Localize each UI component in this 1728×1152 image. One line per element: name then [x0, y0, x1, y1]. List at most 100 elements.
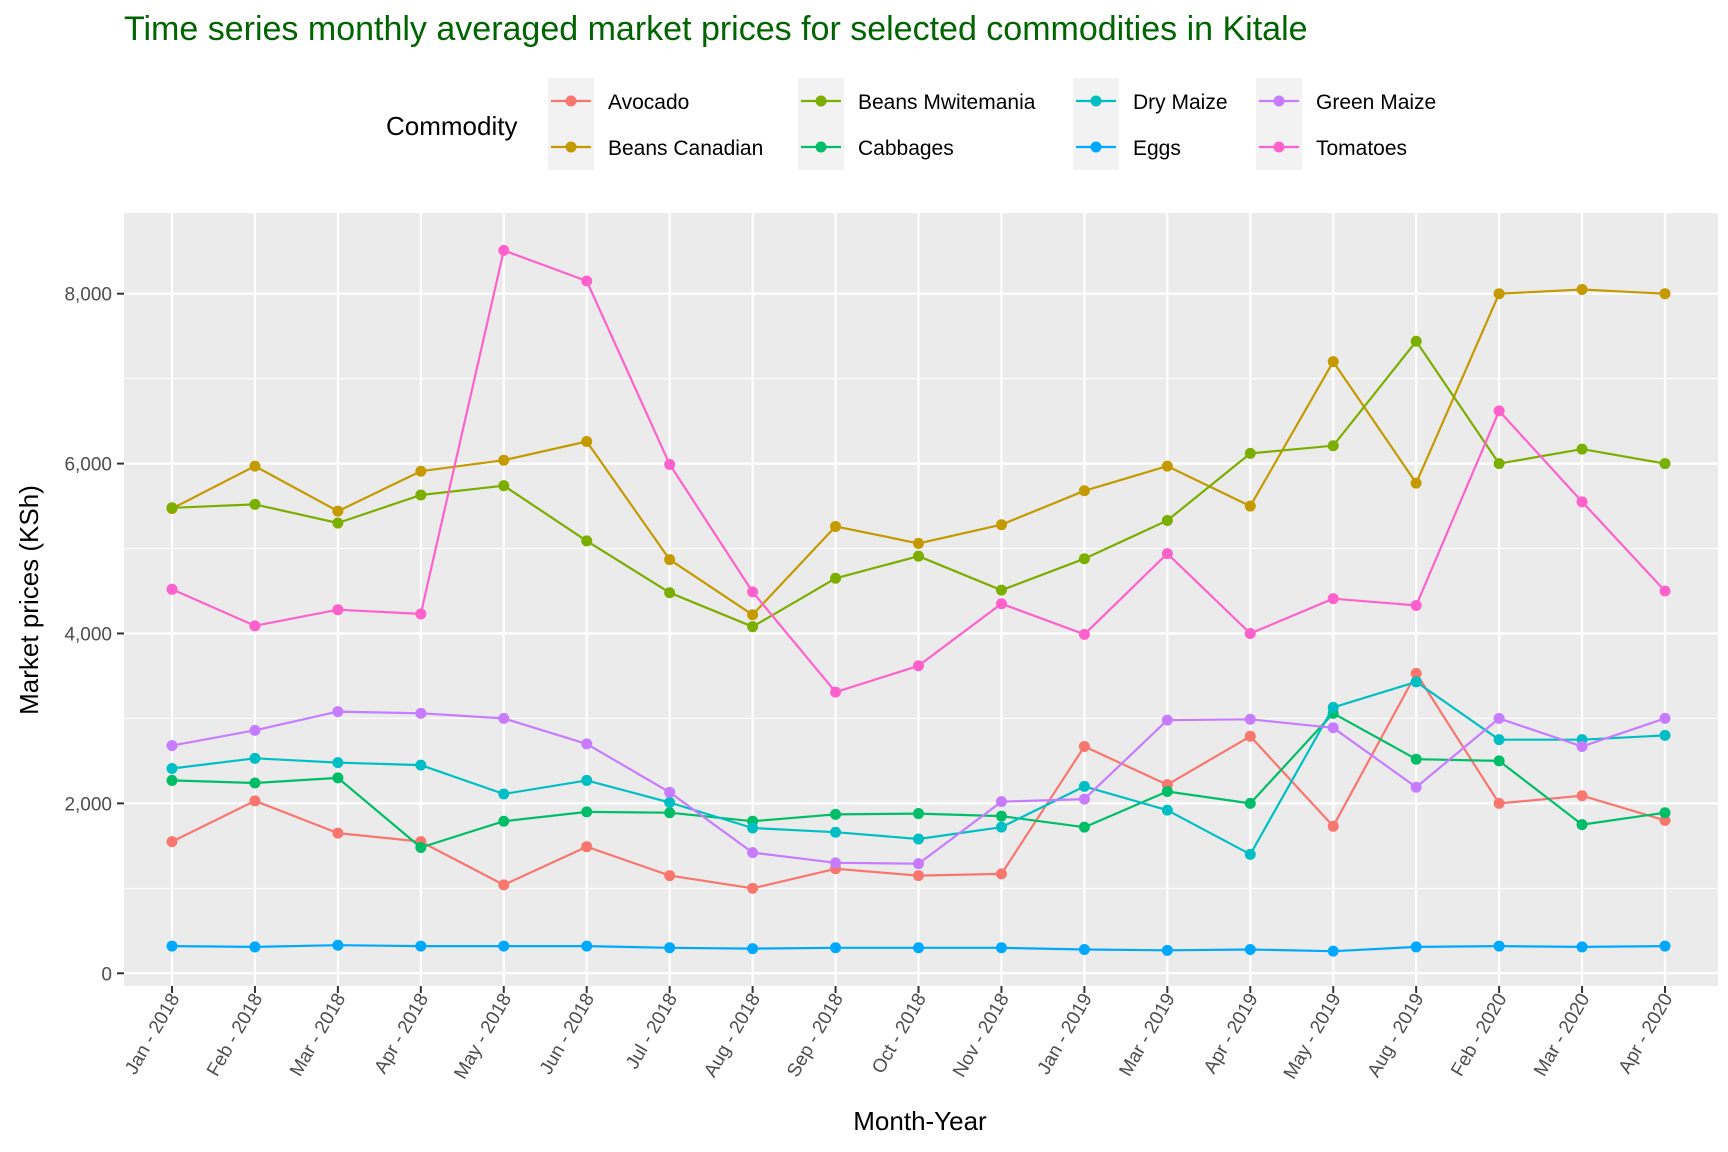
data-point [1410, 335, 1422, 347]
data-point [166, 763, 178, 775]
x-tick-label: Jan - 2019 [1034, 990, 1097, 1078]
data-point [1078, 740, 1090, 752]
data-point [664, 458, 676, 470]
x-tick-label: Nov - 2018 [949, 990, 1014, 1081]
data-point [830, 826, 842, 838]
data-point [830, 808, 842, 820]
data-point [1327, 356, 1339, 368]
data-point [913, 870, 924, 882]
data-point [913, 550, 924, 562]
data-point [1659, 712, 1671, 724]
x-tick-label: Aug - 2018 [700, 990, 765, 1081]
data-point [1576, 443, 1588, 455]
series-avocado [166, 667, 1671, 894]
y-axis-title: Market prices (KSh) [14, 485, 44, 715]
data-point [1244, 797, 1256, 809]
x-tick-label: Aug - 2019 [1364, 990, 1429, 1081]
plot-panel [124, 213, 1718, 986]
data-point [995, 796, 1007, 808]
data-point [249, 795, 261, 807]
x-tick-label: Sep - 2018 [783, 990, 848, 1081]
data-point [166, 583, 178, 595]
legend-label: Beans Canadian [608, 137, 763, 160]
data-point [1659, 729, 1671, 741]
data-point [1327, 820, 1339, 832]
data-point [1078, 485, 1090, 497]
data-point [1078, 780, 1090, 792]
x-tick-label: May - 2018 [450, 990, 516, 1083]
x-tick-label: Mar - 2018 [286, 990, 350, 1080]
data-point [830, 857, 842, 869]
data-point [1327, 701, 1339, 713]
data-point [995, 942, 1007, 954]
data-point [995, 868, 1007, 880]
legend-key-point [565, 95, 577, 107]
data-point [332, 505, 344, 517]
data-point [498, 879, 510, 891]
data-point [830, 520, 842, 532]
series-dry-maize [166, 676, 1671, 860]
data-point [581, 275, 593, 287]
data-point [664, 587, 676, 599]
legend: Commodity Avocado Beans Canadian Beans Mwi… [386, 78, 1436, 170]
data-point [332, 827, 344, 839]
data-point [747, 609, 759, 621]
data-point [1327, 945, 1339, 957]
data-point [1493, 288, 1505, 300]
data-point [1493, 940, 1505, 952]
data-point [1078, 553, 1090, 565]
data-point [166, 836, 178, 848]
data-point [498, 940, 510, 952]
data-point [1576, 740, 1588, 752]
data-point [332, 757, 344, 769]
data-point [249, 777, 261, 789]
data-point [415, 707, 427, 719]
data-point [1493, 797, 1505, 809]
data-point [1161, 515, 1173, 527]
data-point [249, 941, 261, 953]
data-point [415, 489, 427, 501]
data-point [1161, 944, 1173, 956]
data-point [1576, 790, 1588, 802]
legend-key-point [1273, 95, 1285, 107]
data-point [664, 870, 676, 882]
series-tomatoes [166, 244, 1671, 698]
data-point [249, 620, 261, 632]
legend-item: Tomatoes [1256, 124, 1407, 170]
series-cabbages [166, 707, 1671, 854]
data-point [1410, 781, 1422, 793]
data-point [581, 940, 593, 952]
data-point [332, 706, 344, 718]
data-point [1078, 943, 1090, 955]
grid-minor [124, 378, 1718, 889]
legend-item: Eggs [1073, 124, 1181, 170]
data-point [581, 841, 593, 853]
x-tick-label: Apr - 2019 [1200, 990, 1263, 1077]
data-point [1161, 460, 1173, 472]
legend-label: Cabbages [858, 137, 954, 160]
data-point [1576, 496, 1588, 508]
x-tick-label: Apr - 2018 [371, 990, 434, 1077]
data-point [415, 842, 427, 854]
data-point [747, 882, 759, 894]
data-point [747, 822, 759, 834]
x-tick-label: Apr - 2020 [1615, 990, 1678, 1077]
data-point [1161, 714, 1173, 726]
data-point [1493, 405, 1505, 417]
data-point [664, 554, 676, 566]
data-point [581, 774, 593, 786]
data-point [498, 815, 510, 827]
data-point [664, 942, 676, 954]
data-point [166, 774, 178, 786]
data-point [415, 608, 427, 620]
data-point [747, 943, 759, 955]
data-point [498, 712, 510, 724]
data-point [995, 519, 1007, 531]
data-point [913, 660, 924, 672]
data-point [747, 621, 759, 633]
x-axis-title: Month-Year [853, 1106, 987, 1136]
data-point [664, 807, 676, 819]
data-point [1659, 288, 1671, 300]
data-point [1161, 785, 1173, 797]
x-tick-label: Mar - 2019 [1116, 990, 1180, 1080]
